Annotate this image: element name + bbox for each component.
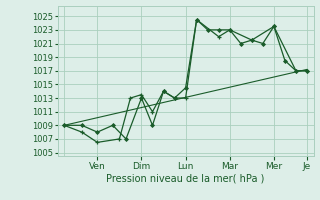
X-axis label: Pression niveau de la mer( hPa ): Pression niveau de la mer( hPa ) bbox=[107, 173, 265, 183]
